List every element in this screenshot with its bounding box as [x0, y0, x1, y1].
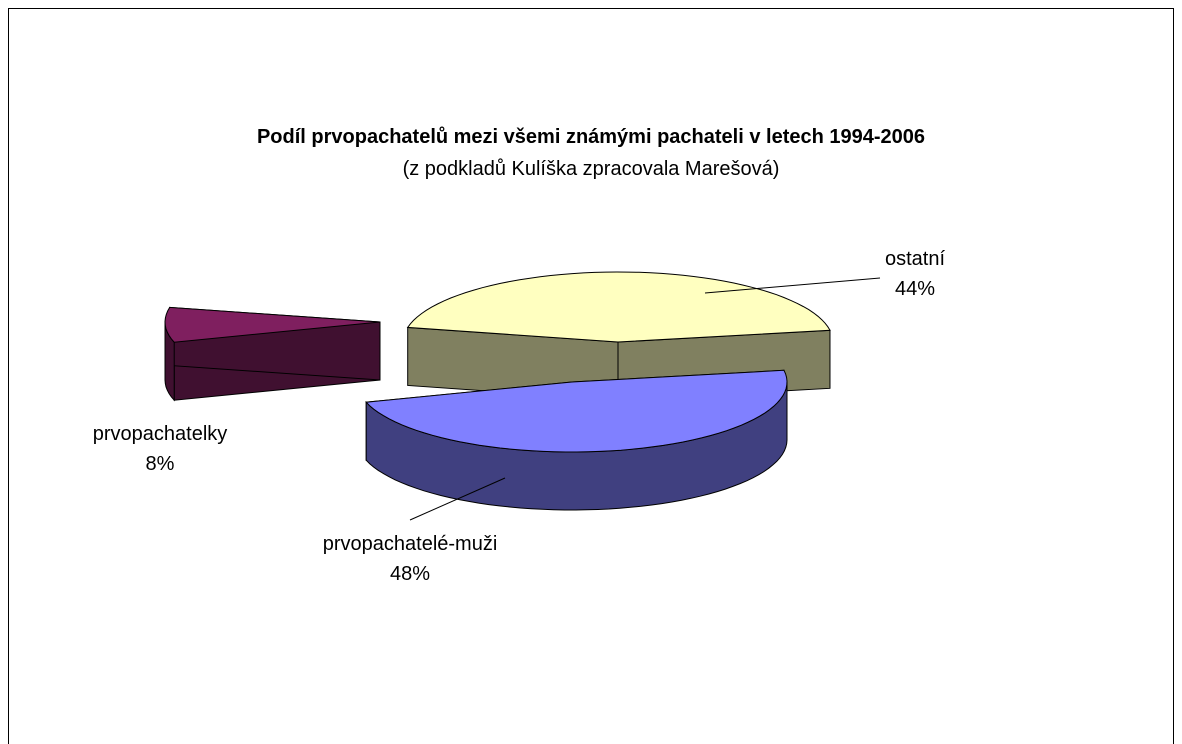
slice-label: prvopachatelky: [93, 423, 228, 445]
leader-line: [704, 277, 881, 294]
leader-line: [409, 477, 506, 521]
slice-top: [365, 369, 788, 453]
chart-title: Podíl prvopachatelů mezi všemi známými p…: [257, 126, 925, 148]
slice-value-label: 8%: [146, 453, 175, 475]
slice-label: ostatní: [885, 248, 945, 270]
slice-top: [406, 271, 831, 343]
chart-subtitle: (z podkladů Kulíška zpracovala Marešová): [403, 158, 780, 180]
slice-value-label: 48%: [390, 563, 430, 585]
slice-value-label: 44%: [895, 278, 935, 300]
slice-label: prvopachatelé-muži: [323, 533, 498, 555]
slice-top: [164, 306, 381, 343]
